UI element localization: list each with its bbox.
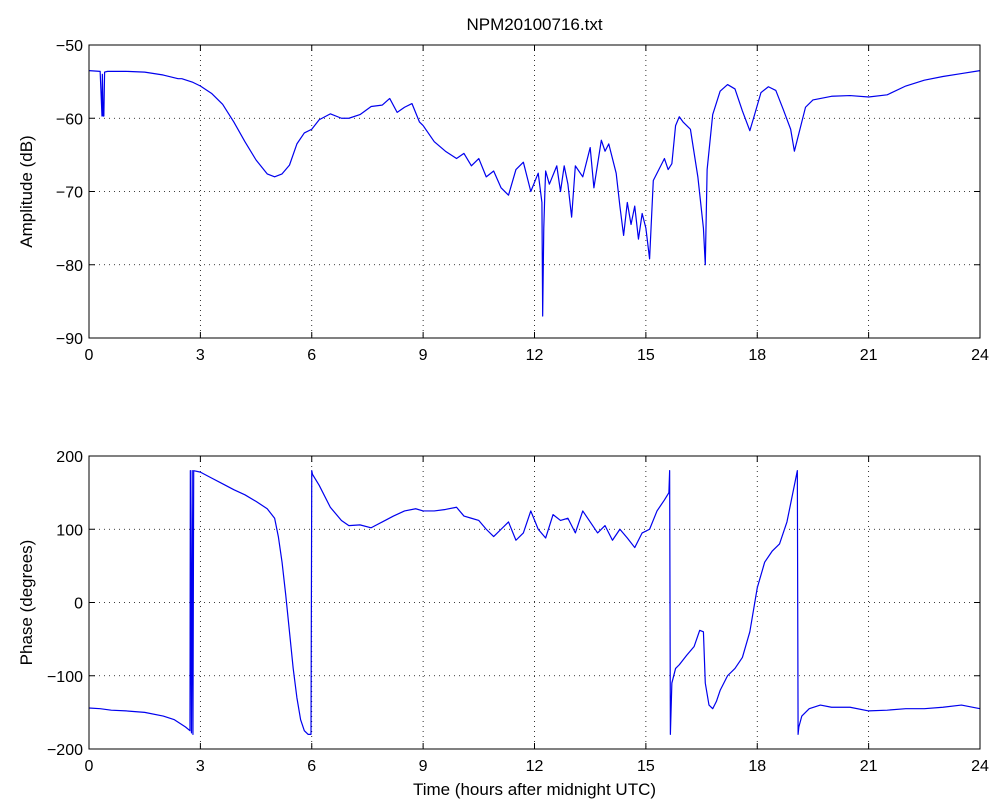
amplitude-xtick-label-4: 12 [526, 347, 544, 364]
phase-xtick-label-0: 0 [85, 758, 94, 775]
amplitude-xtick-label-1: 3 [196, 347, 205, 364]
amplitude-xtick-label-6: 18 [748, 347, 766, 364]
amplitude-xtick-label-5: 15 [637, 347, 655, 364]
phase-ytick-label-3: 100 [56, 522, 83, 539]
phase-xtick-label-6: 18 [748, 758, 766, 775]
amplitude-ytick-label-2: −70 [56, 185, 83, 202]
amplitude-ytick-label-3: −60 [56, 111, 83, 128]
amplitude-ytick-label-0: −90 [56, 331, 83, 348]
amplitude-xtick-label-8: 24 [971, 347, 989, 364]
amplitude-y-axis-label: Amplitude (dB) [17, 135, 36, 247]
amplitude-series-line [88, 70, 981, 317]
phase-ytick-label-4: 200 [56, 449, 83, 466]
phase-xtick-label-7: 21 [860, 758, 878, 775]
phase-xtick-label-4: 12 [526, 758, 544, 775]
phase-xtick-label-2: 6 [307, 758, 316, 775]
phase-x-axis-label: Time (hours after midnight UTC) [413, 780, 656, 799]
phase-ytick-label-2: 0 [74, 596, 83, 613]
amplitude-ytick-label-1: −80 [56, 258, 83, 275]
phase-series-line [88, 470, 981, 735]
amplitude-ytick-label-4: −50 [56, 38, 83, 55]
phase-xtick-label-3: 9 [419, 758, 428, 775]
phase-ytick-label-1: −100 [47, 669, 83, 686]
phase-xtick-label-8: 24 [971, 758, 989, 775]
phase-xtick-label-1: 3 [196, 758, 205, 775]
phase-ytick-label-0: −200 [47, 742, 83, 759]
amplitude-axes: 0 3 6 9 12 15 18 21 24 −90 −80 −70 −60 −50 NPM20100716… [17, 15, 989, 364]
amplitude-xtick-label-2: 6 [307, 347, 316, 364]
phase-axes: 0 3 6 9 12 15 18 21 24 −200 −100 0 100 200 Phase (degr… [17, 449, 989, 799]
amplitude-xtick-label-7: 21 [860, 347, 878, 364]
amplitude-chart-title: NPM20100716.txt [466, 15, 602, 34]
phase-xtick-label-5: 15 [637, 758, 655, 775]
amplitude-xtick-label-3: 9 [419, 347, 428, 364]
amplitude-xtick-label-0: 0 [85, 347, 94, 364]
phase-y-axis-label: Phase (degrees) [17, 540, 36, 666]
